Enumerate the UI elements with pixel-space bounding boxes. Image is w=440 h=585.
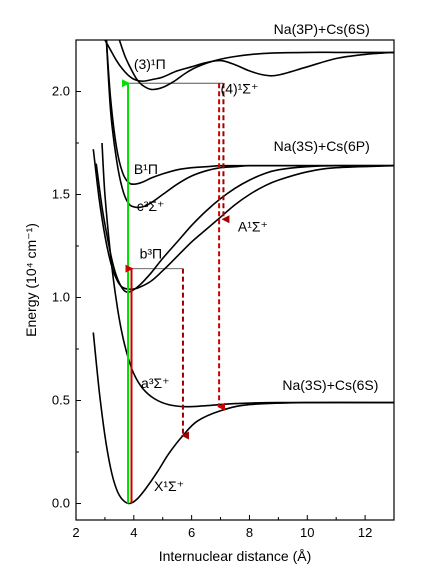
y-tick-label-2: 1.0 bbox=[52, 290, 70, 305]
curve-label-2: A¹Σ⁺ bbox=[238, 219, 268, 235]
y-axis-title: Energy (10⁴ cm⁻¹) bbox=[23, 223, 39, 337]
y-tick-label-4: 2.0 bbox=[52, 84, 70, 99]
transitions-layer bbox=[122, 79, 230, 504]
x-tick-label-0: 2 bbox=[72, 525, 79, 540]
x-tick-label-2: 6 bbox=[188, 525, 195, 540]
curve-label-5: B¹Π bbox=[134, 161, 158, 177]
curve-label-7: (3)¹Π bbox=[134, 56, 166, 72]
curve-label-1: a³Σ⁺ bbox=[141, 375, 170, 391]
y-tick-label-0: 0.0 bbox=[52, 496, 70, 511]
curve-series-2 bbox=[92, 149, 394, 291]
curve-series-7 bbox=[118, 40, 394, 91]
curve-label-0: X¹Σ⁺ bbox=[154, 478, 184, 494]
curve-label-6: (4)¹Σ⁺ bbox=[221, 81, 259, 97]
asymptote-label-0: Na(3P)+Cs(6S) bbox=[274, 21, 370, 37]
x-tick-label-4: 10 bbox=[300, 525, 314, 540]
curve-label-3: b³Π bbox=[140, 245, 163, 261]
x-tick-label-3: 8 bbox=[246, 525, 253, 540]
curve-series-6 bbox=[104, 40, 394, 83]
labels-layer: X¹Σ⁺ a³Σ⁺ A¹Σ⁺ b³Π c³Σ⁺ B¹Π (4)¹Σ⁺ (3)¹Π Na(3P)+… bbox=[134, 21, 379, 494]
axes-layer: 2 4 6 8 10 12 0.0 0.5 1.0 1.5 2.0 bbox=[52, 39, 395, 540]
curve-series-1 bbox=[101, 142, 394, 408]
curve-series-3 bbox=[95, 163, 394, 294]
curve-series-0 bbox=[92, 332, 394, 505]
y-tick-label-3: 1.5 bbox=[52, 187, 70, 202]
x-tick-label-1: 4 bbox=[130, 525, 137, 540]
y-tick-label-1: 0.5 bbox=[52, 393, 70, 408]
asymptote-label-2: Na(3S)+Cs(6S) bbox=[282, 377, 378, 393]
curve-label-4: c³Σ⁺ bbox=[137, 198, 165, 214]
curve-series-5 bbox=[105, 40, 394, 186]
x-axis-title: Internuclear distance (Å) bbox=[159, 548, 312, 564]
x-tick-label-5: 12 bbox=[358, 525, 372, 540]
asymptote-label-1: Na(3S)+Cs(6P) bbox=[274, 138, 370, 154]
plot-frame bbox=[75, 39, 395, 521]
curves-layer bbox=[92, 40, 394, 505]
